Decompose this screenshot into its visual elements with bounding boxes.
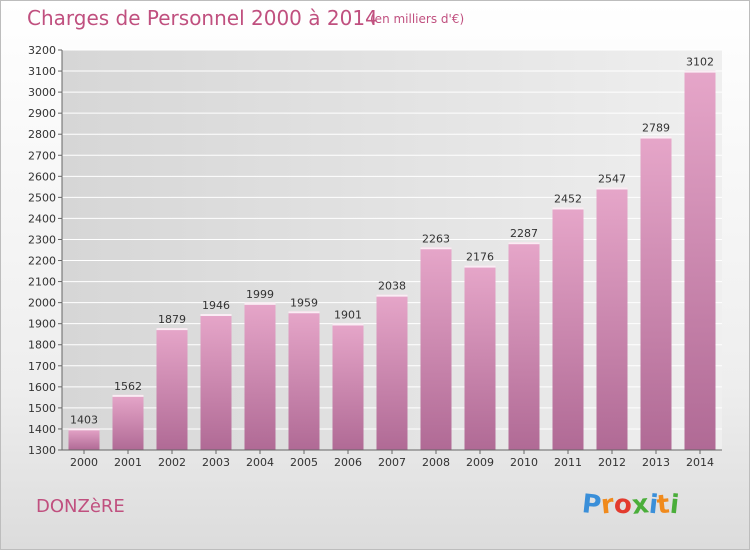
x-tick-label: 2005 bbox=[290, 456, 318, 469]
y-tick-label: 2100 bbox=[28, 276, 56, 289]
bar-2014 bbox=[684, 70, 716, 450]
data-label-2007: 2038 bbox=[378, 280, 406, 293]
bar-highlight bbox=[332, 323, 364, 326]
x-tick-label: 2006 bbox=[334, 456, 362, 469]
data-label-2009: 2176 bbox=[466, 251, 494, 264]
x-tick-label: 2008 bbox=[422, 456, 450, 469]
x-tick-label: 2004 bbox=[246, 456, 274, 469]
x-tick-label: 2012 bbox=[598, 456, 626, 469]
bar-highlight bbox=[596, 187, 628, 190]
bar-highlight bbox=[288, 311, 320, 314]
y-tick-label: 1500 bbox=[28, 402, 56, 415]
bar-highlight bbox=[508, 242, 540, 245]
y-tick-label: 3000 bbox=[28, 86, 56, 99]
data-label-2013: 2789 bbox=[642, 122, 670, 135]
data-label-2008: 2263 bbox=[422, 232, 450, 245]
bar-2004 bbox=[244, 302, 276, 450]
bar-highlight bbox=[684, 70, 716, 73]
x-tick-label: 2013 bbox=[642, 456, 670, 469]
y-tick-label: 1600 bbox=[28, 381, 56, 394]
y-tick-label: 3200 bbox=[28, 44, 56, 57]
y-tick-label: 2600 bbox=[28, 170, 56, 183]
y-tick-label: 3100 bbox=[28, 65, 56, 78]
data-label-2006: 1901 bbox=[334, 308, 362, 321]
x-tick-label: 2011 bbox=[554, 456, 582, 469]
x-tick-label: 2014 bbox=[686, 456, 714, 469]
bar-2007 bbox=[376, 294, 408, 450]
y-tick-label: 2300 bbox=[28, 233, 56, 246]
data-label-2001: 1562 bbox=[114, 380, 142, 393]
bar-highlight bbox=[68, 428, 100, 431]
y-tick-label: 2000 bbox=[28, 297, 56, 310]
bar-2001 bbox=[112, 394, 144, 450]
logo-letter: i bbox=[668, 489, 681, 521]
y-tick-label: 1900 bbox=[28, 318, 56, 331]
y-tick-label: 2500 bbox=[28, 191, 56, 204]
bar-highlight bbox=[464, 265, 496, 268]
y-tick-label: 1400 bbox=[28, 423, 56, 436]
data-label-2011: 2452 bbox=[554, 192, 582, 205]
x-tick-label: 2002 bbox=[158, 456, 186, 469]
x-tick-label: 2000 bbox=[70, 456, 98, 469]
bar-2009 bbox=[464, 265, 496, 450]
bar-2003 bbox=[200, 314, 232, 450]
bar-2013 bbox=[640, 136, 672, 451]
y-tick-label: 2900 bbox=[28, 107, 56, 120]
y-tick-label: 1300 bbox=[28, 444, 56, 457]
bar-2011 bbox=[552, 207, 584, 450]
bar-2008 bbox=[420, 247, 452, 450]
bar-highlight bbox=[376, 294, 408, 297]
town-name: DONZèRE bbox=[36, 496, 125, 517]
bar-highlight bbox=[112, 394, 144, 397]
y-tick-label: 1700 bbox=[28, 360, 56, 373]
y-tick-label: 2400 bbox=[28, 212, 56, 225]
bar-2005 bbox=[288, 311, 320, 450]
data-label-2000: 1403 bbox=[70, 413, 98, 426]
bar-2012 bbox=[596, 187, 628, 450]
bar-2010 bbox=[508, 242, 540, 450]
bar-highlight bbox=[244, 302, 276, 305]
data-label-2010: 2287 bbox=[510, 227, 538, 240]
data-label-2003: 1946 bbox=[202, 299, 230, 312]
chart-title: Charges de Personnel 2000 à 2014 bbox=[27, 6, 378, 30]
x-tick-label: 2010 bbox=[510, 456, 538, 469]
y-tick-label: 2200 bbox=[28, 255, 56, 268]
y-tick-label: 2700 bbox=[28, 149, 56, 162]
bar-highlight bbox=[420, 247, 452, 250]
y-tick-label: 2800 bbox=[28, 128, 56, 141]
x-tick-label: 2007 bbox=[378, 456, 406, 469]
data-label-2002: 1879 bbox=[158, 313, 186, 326]
bar-highlight bbox=[552, 207, 584, 210]
bar-highlight bbox=[640, 136, 672, 139]
data-label-2004: 1999 bbox=[246, 288, 274, 301]
bar-2006 bbox=[332, 323, 364, 450]
x-tick-label: 2003 bbox=[202, 456, 230, 469]
proxiti-logo: Proxiti bbox=[580, 489, 681, 521]
x-tick-label: 2009 bbox=[466, 456, 494, 469]
chart-subtitle: (en milliers d'€) bbox=[370, 12, 465, 26]
data-label-2005: 1959 bbox=[290, 296, 318, 309]
bar-2002 bbox=[156, 328, 188, 450]
bar-highlight bbox=[156, 328, 188, 331]
bar-highlight bbox=[200, 314, 232, 316]
x-tick-label: 2001 bbox=[114, 456, 142, 469]
data-label-2012: 2547 bbox=[598, 172, 626, 185]
y-tick-label: 1800 bbox=[28, 339, 56, 352]
data-label-2014: 3102 bbox=[686, 56, 714, 69]
bar-2000 bbox=[68, 428, 100, 450]
